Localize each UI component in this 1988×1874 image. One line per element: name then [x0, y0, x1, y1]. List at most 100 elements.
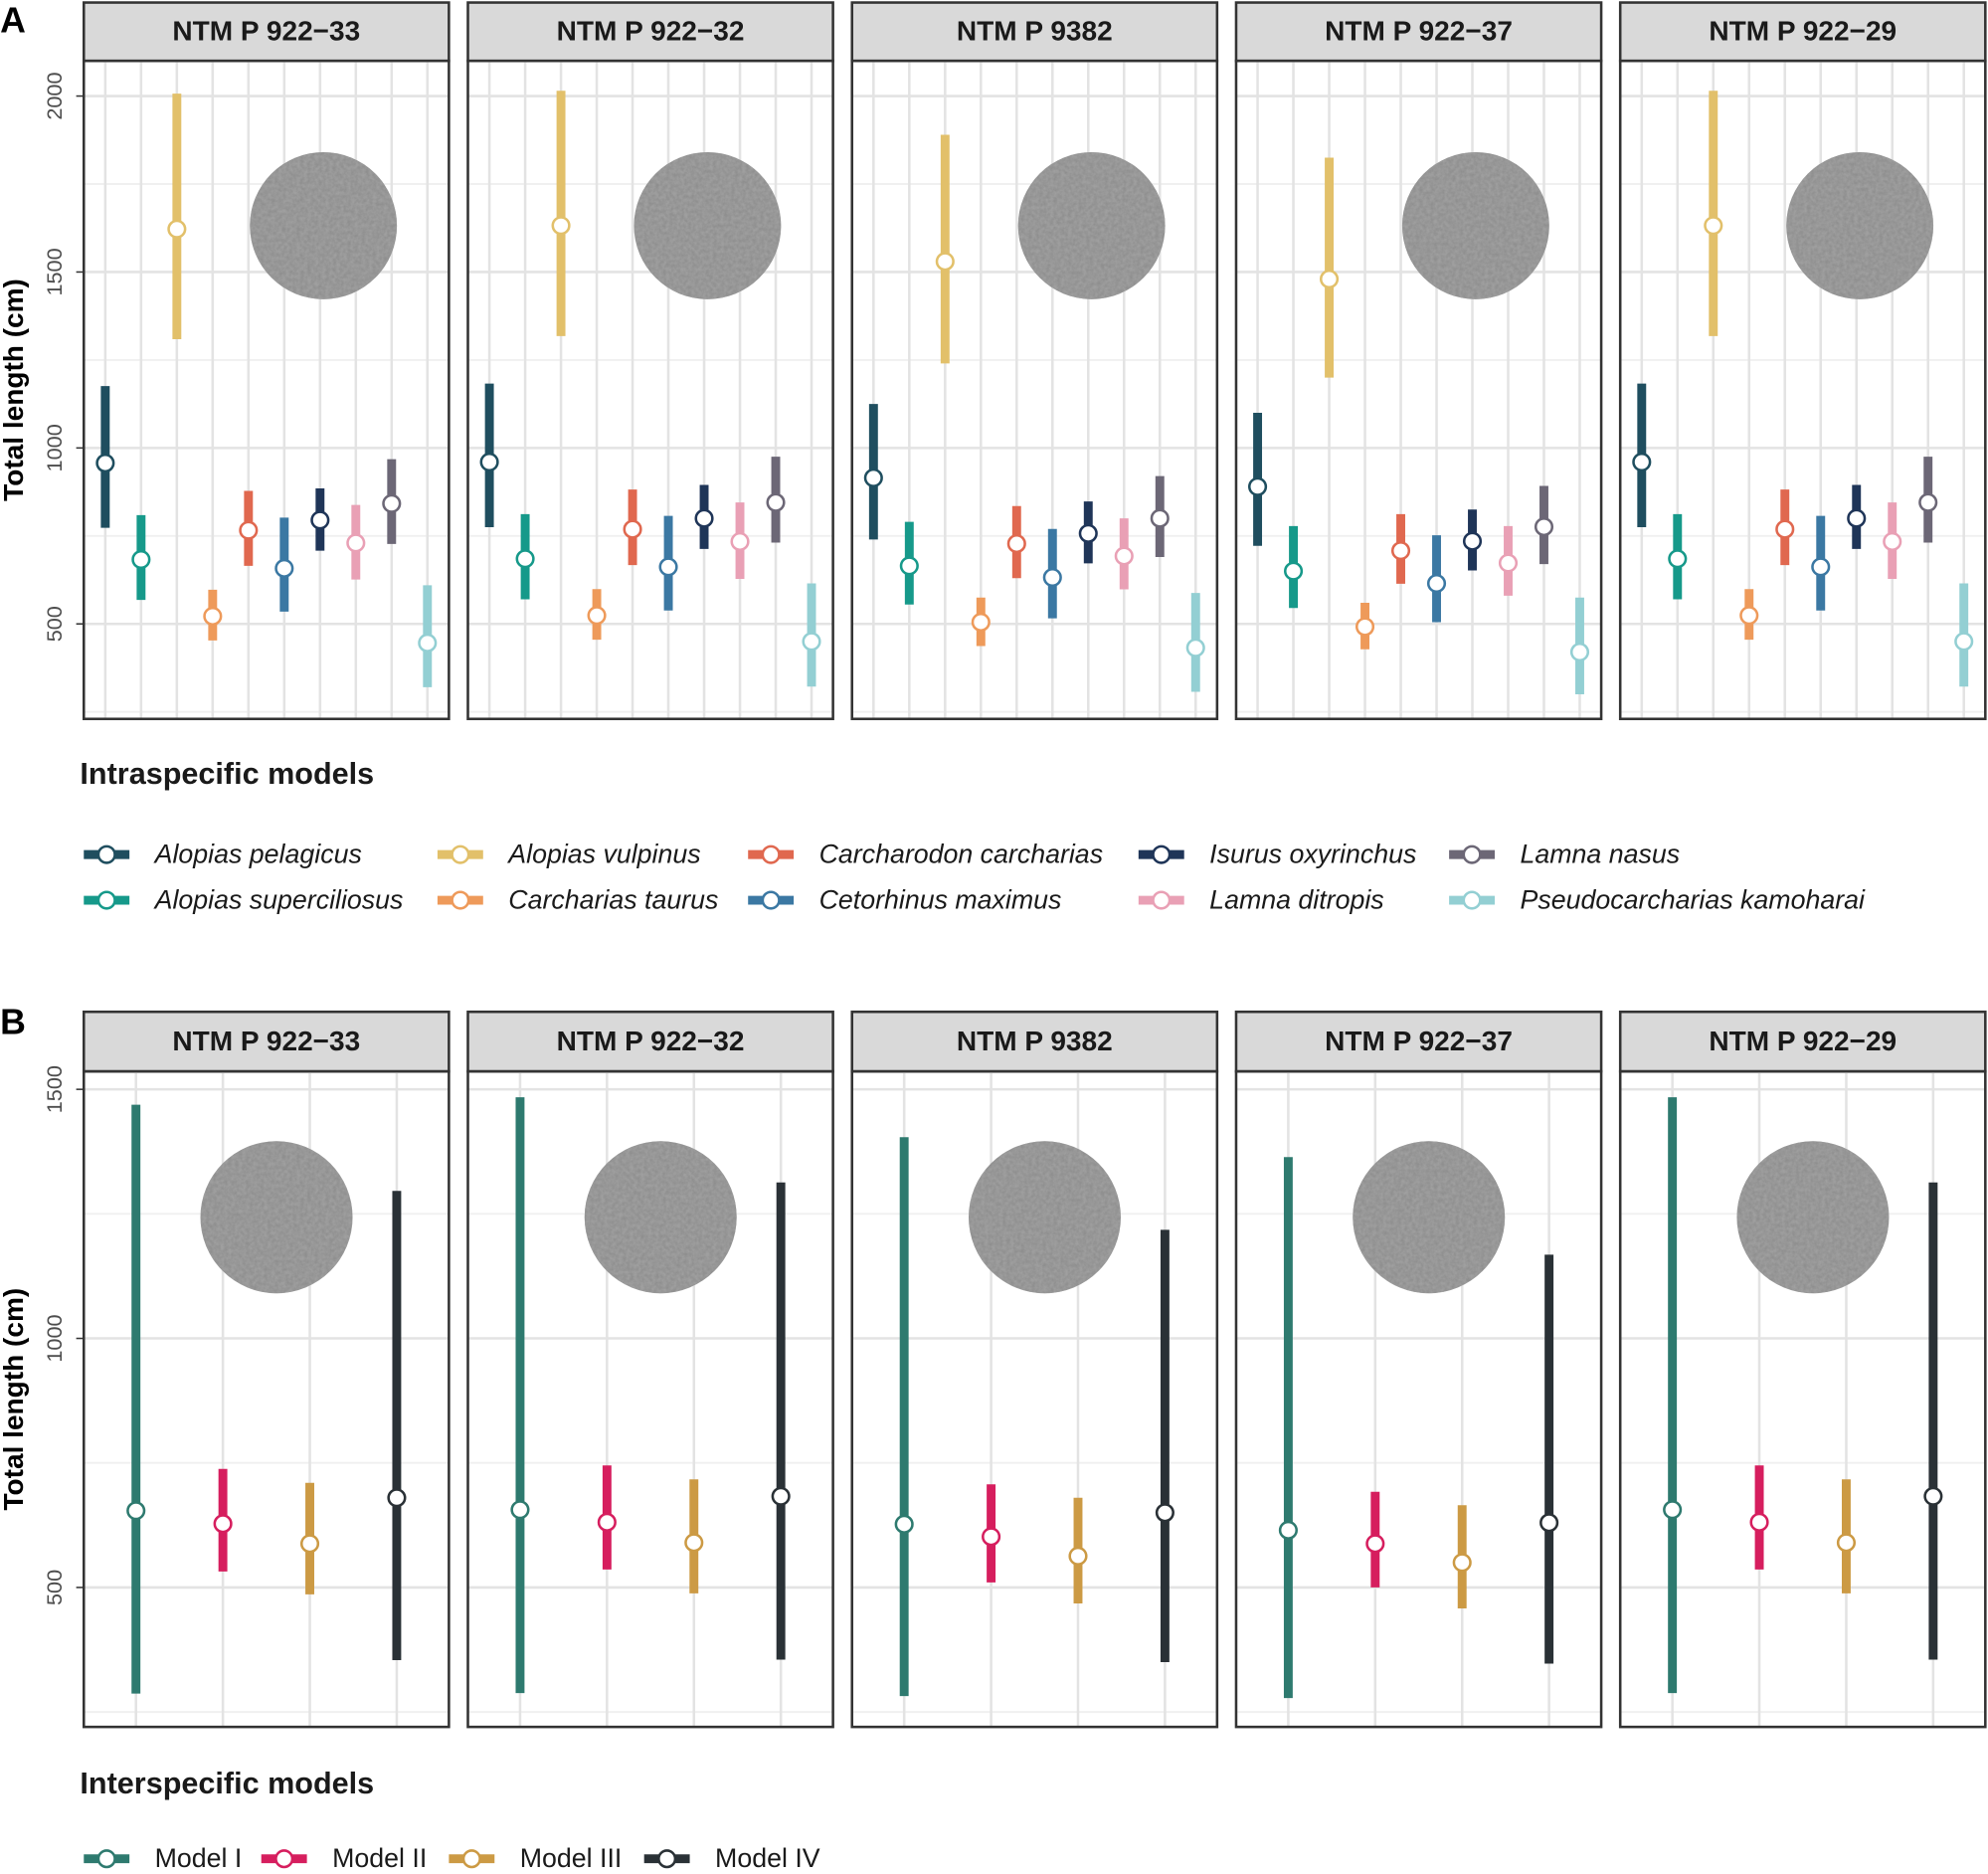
mean-point: [274, 558, 294, 578]
facet-title: NTM P 922−33: [172, 1026, 360, 1056]
mean-point: [597, 1512, 617, 1532]
legend-title: Intraspecific models: [80, 757, 374, 791]
mean-point: [1319, 269, 1340, 289]
mean-point: [1355, 617, 1375, 637]
panel-border: [1618, 59, 1987, 721]
legend-key-point: [461, 1849, 481, 1869]
specimen-image: [633, 151, 782, 299]
mean-point: [684, 1533, 704, 1553]
panel-border: [82, 59, 451, 721]
panel-label: A: [0, 0, 26, 40]
mean-point: [863, 468, 883, 487]
mean-point: [346, 533, 366, 553]
facet-title: NTM P 922−29: [1709, 1026, 1897, 1056]
legend-label: Alopias vulpinus: [506, 839, 700, 868]
legend-label: Model I: [155, 1843, 243, 1873]
legend-label: Isurus oxyrinchus: [1209, 839, 1416, 868]
mean-point: [658, 557, 678, 577]
mean-point: [1954, 632, 1974, 652]
mean-point: [587, 606, 607, 626]
legend-key-point: [657, 1849, 677, 1869]
strip: [850, 1, 1219, 63]
mean-point: [387, 1488, 407, 1508]
specimen-image: [200, 1141, 353, 1294]
mean-point: [1426, 573, 1447, 594]
legend-key-point: [96, 1849, 116, 1869]
mean-point: [95, 453, 115, 473]
panel-border: [1234, 1069, 1603, 1729]
mean-point: [1078, 523, 1098, 543]
mean-point: [1185, 638, 1205, 657]
mean-point: [1704, 216, 1723, 236]
mean-point: [1068, 1546, 1088, 1566]
facet-title: NTM P 922−37: [1325, 1026, 1513, 1056]
specimen-image: [1786, 151, 1934, 299]
legend-label: Carcharias taurus: [508, 884, 718, 914]
strip: [1234, 1, 1603, 63]
mean-point: [802, 632, 821, 652]
panel-border: [1234, 59, 1603, 721]
mean-point: [1775, 519, 1795, 539]
legend-key-point: [451, 890, 470, 910]
y-tick-label: 1000: [42, 424, 67, 471]
mean-point: [1498, 553, 1519, 573]
y-tick-label: 2000: [42, 72, 67, 119]
mean-point: [1006, 534, 1026, 554]
mean-point: [1668, 549, 1688, 569]
facet-title: NTM P 922−32: [557, 1026, 745, 1056]
legend-label: Carcharodon carcharias: [819, 839, 1103, 868]
legend-label: Lamna nasus: [1520, 839, 1680, 868]
mean-point: [203, 606, 223, 627]
y-tick-label: 1500: [42, 1065, 67, 1113]
legend-key-point: [96, 890, 116, 910]
legend-label: Lamna ditropis: [1209, 884, 1383, 914]
mean-point: [1918, 492, 1938, 512]
specimen-image: [1017, 151, 1166, 299]
specimen-image: [1401, 151, 1549, 299]
y-tick-label: 500: [42, 606, 67, 642]
facet-title: NTM P 9382: [957, 1026, 1113, 1056]
mean-point: [1462, 531, 1483, 551]
mean-point: [1283, 561, 1304, 581]
legend-label: Model IV: [715, 1843, 820, 1873]
legend-key-point: [761, 890, 781, 910]
mean-point: [1632, 452, 1652, 472]
specimen-image: [250, 151, 398, 299]
mean-point: [1847, 508, 1867, 528]
mean-point: [382, 493, 402, 513]
mean-point: [310, 510, 330, 530]
legend-label: Alopias pelagicus: [153, 839, 362, 868]
mean-point: [510, 1500, 530, 1520]
facet-title: NTM P 922−29: [1709, 16, 1897, 47]
panel-border: [82, 1069, 451, 1729]
mean-point: [1365, 1534, 1385, 1554]
mean-point: [551, 216, 571, 236]
legend-key-point: [96, 844, 116, 864]
panel-border: [466, 59, 834, 721]
mean-point: [213, 1514, 233, 1534]
mean-point: [935, 252, 955, 272]
legend-key-point: [761, 844, 781, 864]
specimen-image: [1736, 1141, 1890, 1294]
y-tick-label: 1000: [42, 1314, 67, 1362]
legend-label: Model III: [520, 1843, 623, 1873]
mean-point: [167, 219, 187, 239]
mean-point: [1452, 1553, 1472, 1573]
specimen-image: [1353, 1141, 1506, 1294]
mean-point: [1539, 1513, 1559, 1533]
legend-label: Pseudocarcharias kamoharai: [1520, 884, 1866, 914]
mean-point: [766, 492, 786, 512]
facet-title: NTM P 922−37: [1325, 16, 1513, 47]
mean-point: [1155, 1503, 1175, 1523]
panel-border: [850, 59, 1219, 721]
mean-point: [1042, 567, 1062, 588]
mean-point: [418, 633, 438, 653]
specimen-image: [584, 1141, 737, 1294]
mean-point: [131, 549, 151, 570]
strip: [466, 1, 834, 63]
mean-point: [1114, 546, 1134, 566]
mean-point: [982, 1527, 1001, 1547]
mean-point: [771, 1486, 791, 1506]
facet-title: NTM P 922−33: [172, 16, 360, 47]
